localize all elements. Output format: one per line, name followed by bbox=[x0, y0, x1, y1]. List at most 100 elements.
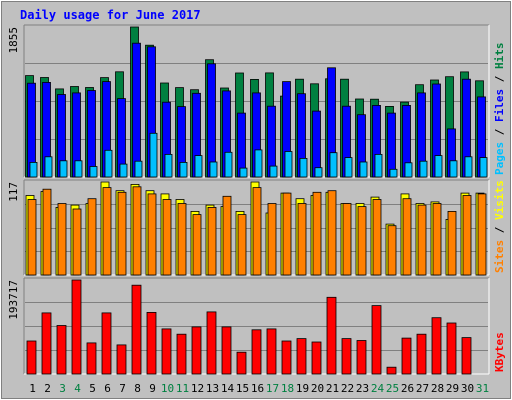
bar-sites-day-18 bbox=[282, 192, 292, 276]
bar-kbytes-day-17 bbox=[266, 328, 277, 375]
x-tick-label-day-16: 16 bbox=[251, 382, 264, 395]
bar-kbytes-day-16 bbox=[251, 329, 262, 375]
bar-pages-day-15 bbox=[239, 167, 248, 178]
x-tick-label-day-31: 31 bbox=[476, 382, 489, 395]
x-tick-label-day-6: 6 bbox=[104, 382, 111, 395]
bar-kbytes-day-18 bbox=[281, 340, 292, 375]
x-tick-label-day-18: 18 bbox=[281, 382, 294, 395]
bar-pages-day-5 bbox=[89, 166, 98, 178]
legend: Pages / Files / Hits bbox=[493, 43, 506, 176]
bar-sites-day-1 bbox=[27, 199, 37, 276]
bar-files-day-20 bbox=[312, 110, 321, 178]
x-tick-label-day-3: 3 bbox=[59, 382, 66, 395]
bar-sites-day-31 bbox=[477, 193, 487, 276]
bar-sites-day-19 bbox=[297, 203, 307, 276]
bar-kbytes-day-23 bbox=[356, 340, 367, 375]
x-tick-label-day-5: 5 bbox=[89, 382, 96, 395]
bar-sites-day-25 bbox=[387, 225, 397, 276]
bar-sites-day-21 bbox=[327, 190, 337, 276]
bar-sites-day-2 bbox=[42, 188, 52, 276]
x-tick-label-day-10: 10 bbox=[161, 382, 174, 395]
bar-sites-day-16 bbox=[252, 187, 262, 276]
bar-pages-day-28 bbox=[434, 155, 443, 178]
bar-pages-day-22 bbox=[344, 157, 353, 178]
bar-sites-day-11 bbox=[177, 203, 187, 276]
bar-sites-day-22 bbox=[342, 203, 352, 276]
bar-pages-day-29 bbox=[449, 160, 458, 178]
bar-pages-day-18 bbox=[284, 151, 293, 178]
bar-pages-day-3 bbox=[59, 160, 68, 178]
bar-kbytes-day-9 bbox=[146, 311, 157, 375]
bar-pages-day-7 bbox=[119, 163, 128, 178]
legend-entry: Hits bbox=[493, 43, 506, 70]
x-tick-label-day-11: 11 bbox=[176, 382, 189, 395]
x-tick-label-day-2: 2 bbox=[44, 382, 51, 395]
bar-pages-day-21 bbox=[329, 152, 338, 178]
x-tick-label-day-15: 15 bbox=[236, 382, 249, 395]
bar-pages-day-25 bbox=[389, 168, 398, 178]
bar-files-day-13 bbox=[207, 63, 216, 178]
panels-group: 1855 Pages / Files / Hits 117 Sites / Visit… bbox=[7, 24, 506, 375]
bar-sites-day-7 bbox=[117, 191, 127, 276]
bar-pages-day-19 bbox=[299, 157, 308, 178]
bar-kbytes-day-21 bbox=[326, 296, 337, 375]
bar-sites-day-5 bbox=[87, 198, 97, 276]
bar-kbytes-day-11 bbox=[176, 333, 187, 375]
bar-sites-day-30 bbox=[462, 195, 472, 276]
bar-kbytes-day-6 bbox=[101, 312, 112, 375]
panel-middle: 117 Sites / Visits bbox=[7, 179, 506, 276]
bar-pages-day-12 bbox=[194, 155, 203, 178]
bar-kbytes-day-13 bbox=[206, 311, 217, 375]
bar-pages-day-11 bbox=[179, 161, 188, 178]
bar-kbytes-day-2 bbox=[41, 312, 52, 375]
bar-sites-day-23 bbox=[357, 206, 367, 276]
x-tick-label-day-19: 19 bbox=[296, 382, 309, 395]
legend-entry: / bbox=[493, 69, 506, 89]
x-tick-label-day-30: 30 bbox=[461, 382, 474, 395]
legend: Sites / Visits bbox=[493, 180, 506, 273]
bar-kbytes-day-4 bbox=[71, 279, 82, 375]
x-tick-label-day-9: 9 bbox=[149, 382, 156, 395]
bar-sites-day-29 bbox=[447, 210, 457, 276]
bar-sites-day-26 bbox=[402, 198, 412, 276]
panel-bottom: 193717 KBytes bbox=[7, 277, 506, 375]
bar-sites-day-3 bbox=[57, 203, 67, 276]
bar-pages-day-1 bbox=[29, 161, 38, 178]
bar-kbytes-day-12 bbox=[191, 326, 202, 375]
bar-sites-day-28 bbox=[432, 203, 442, 276]
legend-entry: Pages bbox=[493, 142, 506, 175]
x-tick-label-day-24: 24 bbox=[371, 382, 385, 395]
x-tick-label-day-13: 13 bbox=[206, 382, 219, 395]
bar-sites-day-12 bbox=[192, 214, 202, 276]
bar-kbytes-day-19 bbox=[296, 338, 307, 375]
bar-pages-day-30 bbox=[464, 156, 473, 178]
bar-sites-day-4 bbox=[72, 208, 82, 276]
bar-kbytes-day-7 bbox=[116, 344, 127, 375]
x-tick-label-day-14: 14 bbox=[221, 382, 235, 395]
bar-kbytes-day-30 bbox=[461, 337, 472, 375]
bar-pages-day-24 bbox=[374, 153, 383, 178]
bar-sites-day-10 bbox=[162, 199, 172, 276]
y-max-label: 117 bbox=[7, 182, 20, 202]
legend-entry: / bbox=[493, 122, 506, 142]
bar-kbytes-day-15 bbox=[236, 351, 247, 375]
bar-pages-day-14 bbox=[224, 151, 233, 178]
bar-files-day-5 bbox=[87, 90, 96, 178]
legend-entry: / bbox=[493, 220, 506, 240]
bar-pages-day-17 bbox=[269, 165, 278, 178]
bar-pages-day-16 bbox=[254, 149, 263, 178]
bar-kbytes-day-25 bbox=[386, 366, 397, 375]
x-tick-label-day-22: 22 bbox=[341, 382, 354, 395]
bar-sites-day-20 bbox=[312, 191, 322, 276]
bar-pages-day-6 bbox=[104, 149, 113, 178]
bar-sites-day-6 bbox=[102, 187, 112, 276]
bar-pages-day-10 bbox=[164, 153, 173, 178]
bar-kbytes-day-10 bbox=[161, 328, 172, 375]
bar-pages-day-8 bbox=[134, 160, 143, 178]
bar-kbytes-day-27 bbox=[416, 333, 427, 375]
bar-pages-day-13 bbox=[209, 161, 218, 178]
x-tick-label-day-29: 29 bbox=[446, 382, 459, 395]
x-tick-label-day-20: 20 bbox=[311, 382, 324, 395]
